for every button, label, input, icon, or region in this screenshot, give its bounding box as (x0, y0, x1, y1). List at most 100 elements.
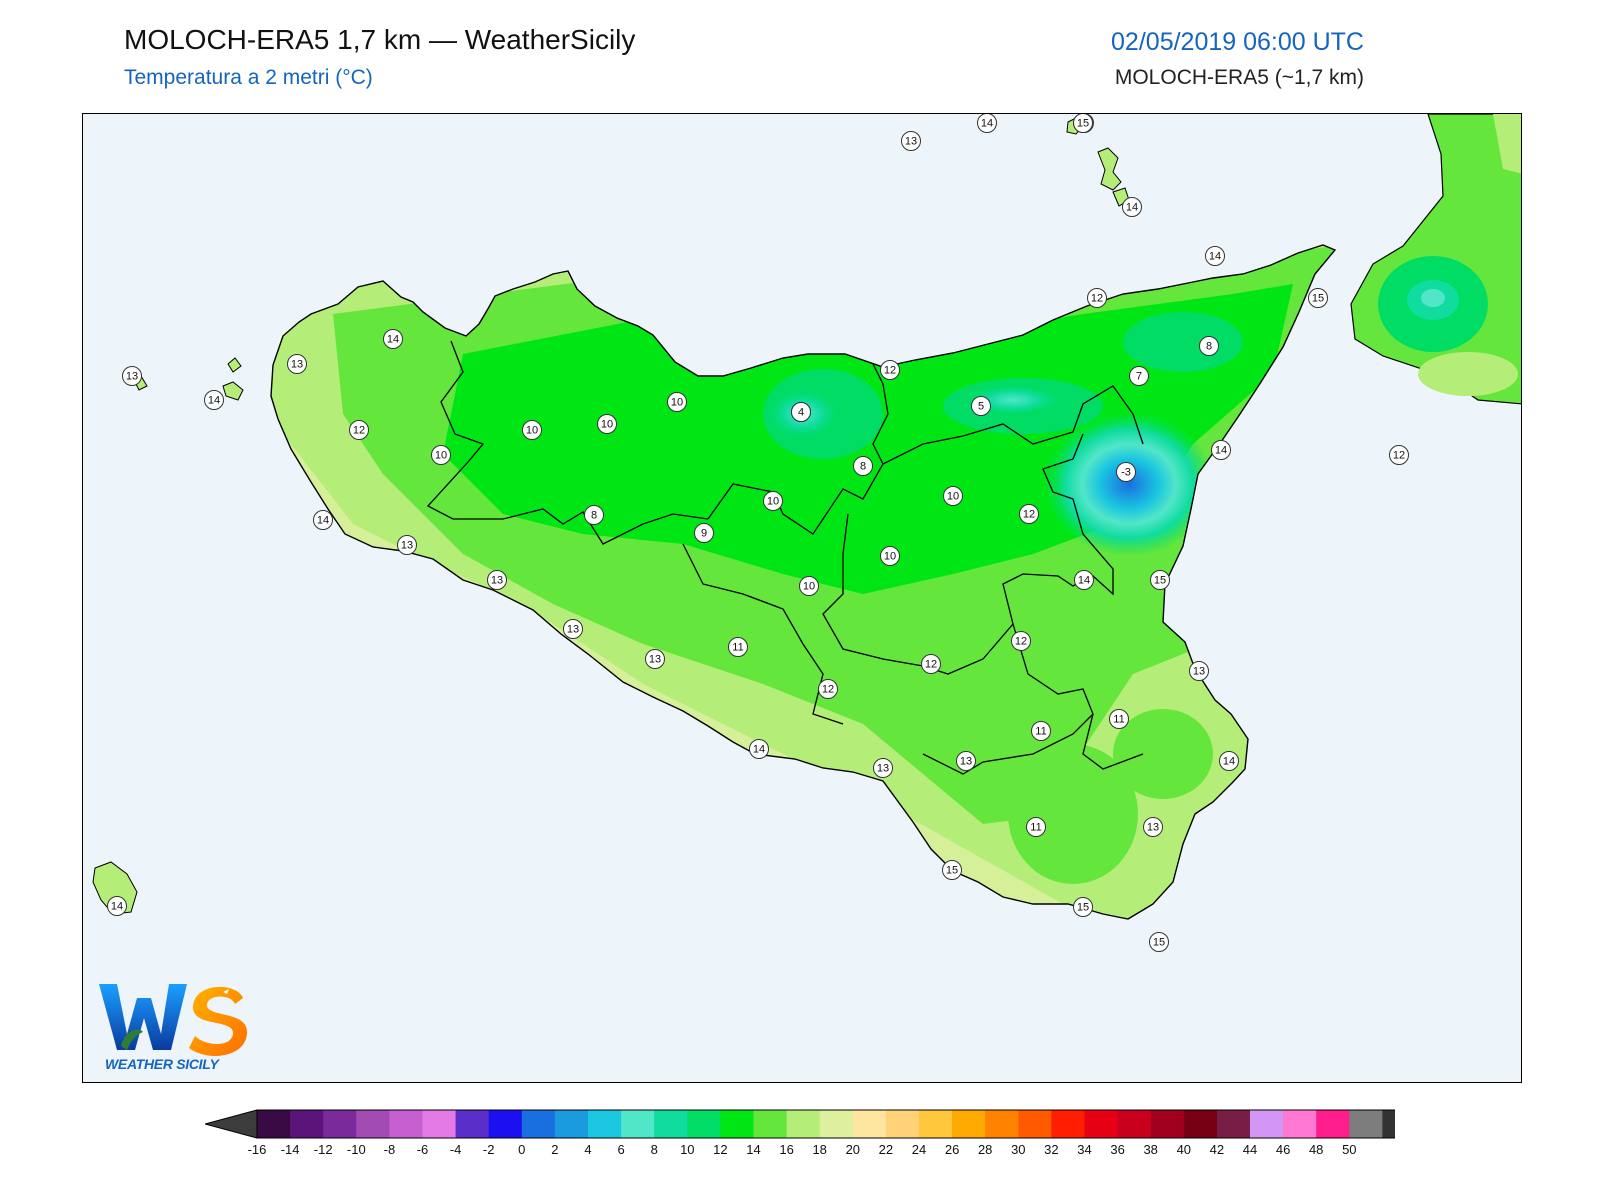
temperature-map[interactable]: 13 14 13 14 14 12 15 12 8 7 4 5 12 14 -3 13 15 13 14 13 14 12… (82, 113, 1522, 1083)
colorbar-tick-label: 46 (1276, 1142, 1290, 1157)
colorbar-tick-label: 10 (680, 1142, 694, 1157)
colorbar-tick-label: 44 (1243, 1142, 1257, 1157)
temperature-label-circle (122, 366, 142, 386)
temperature-label-circle (1031, 721, 1051, 741)
temperature-label-circle (763, 491, 783, 511)
temperature-label-value: 4 (798, 407, 804, 419)
temperature-label-value: 14 (208, 395, 220, 407)
colorbar-swatch (720, 1110, 754, 1138)
temperature-label-value: 15 (1077, 118, 1089, 130)
temperature-label-value: 15 (1154, 575, 1166, 587)
colorbar-swatch (356, 1110, 390, 1138)
temperature-label-circle (597, 414, 617, 434)
colorbar-swatch (687, 1110, 721, 1138)
temperature-label-value: 14 (753, 744, 765, 756)
temperature-label-value: 13 (905, 136, 917, 148)
colorbar-swatch (488, 1110, 523, 1138)
temperature-label: 14 (1122, 197, 1142, 217)
colorbar-swatch (1250, 1110, 1284, 1138)
temperature-label-value: 13 (126, 371, 138, 383)
temperature-label: 12 (818, 679, 838, 699)
colorbar-swatch (554, 1110, 589, 1138)
pantelleria-island (92, 861, 138, 915)
temperature-label-circle (431, 445, 451, 465)
temperature-label-value: 14 (387, 334, 399, 346)
temperature-label-circle (1219, 751, 1239, 771)
temperature-label-circle (584, 505, 604, 525)
temperature-label-circle (1122, 197, 1142, 217)
temperature-label: 15 (1073, 114, 1093, 133)
colorbar-swatch (455, 1110, 490, 1138)
colorbar-tick-label: -10 (347, 1142, 366, 1157)
colorbar-tick-label: 40 (1177, 1142, 1191, 1157)
temperature-label-value: 13 (877, 763, 889, 775)
temperature-label-circle (1389, 445, 1409, 465)
temperature-label-circle (383, 329, 403, 349)
colorbar-swatch (257, 1110, 291, 1138)
temperature-label-circle (956, 751, 976, 771)
egadi-islands (132, 357, 244, 401)
province-boundaries (426, 340, 1144, 775)
temperature-label-circle (349, 420, 369, 440)
colorbar-tick-label: 16 (779, 1142, 793, 1157)
colorbar-tick-label: 8 (651, 1142, 658, 1157)
colorbar-frame (256, 1109, 1395, 1139)
temperature-label-circle (397, 535, 417, 555)
colorbar-swatch (521, 1110, 556, 1138)
temperature-label-value: 14 (1078, 575, 1090, 587)
temperature-label-circle (971, 396, 991, 416)
temperature-label-value: 7 (1136, 371, 1142, 383)
weathersicily-logo: WEATHER SICILY (97, 976, 257, 1076)
temperature-label-value: 10 (526, 425, 538, 437)
temperature-label-value: 14 (111, 901, 123, 913)
colorbar-swatch (1216, 1110, 1251, 1138)
temperature-label: 12 (880, 360, 900, 380)
temperature-labels: 13 14 13 14 14 12 15 12 8 7 4 5 12 14 -3 13 15 13 14 13 14 12… (107, 114, 1409, 952)
colorbar-tick-label: 34 (1077, 1142, 1091, 1157)
temperature-label: 5 (971, 396, 991, 416)
temperature-label-circle (1189, 661, 1209, 681)
temperature-label: 10 (431, 445, 451, 465)
temperature-label: 10 (880, 546, 900, 566)
temperature-label-value: 12 (925, 659, 937, 671)
temperature-label-value: 8 (591, 510, 597, 522)
temperature-label-value: 5 (978, 401, 984, 413)
temperature-label-circle (791, 402, 811, 422)
temperature-label-circle (1073, 114, 1093, 133)
colorbar-swatch (952, 1110, 986, 1138)
temperature-label: 14 (1205, 246, 1225, 266)
colorbar-swatch (1382, 1110, 1395, 1138)
temperature-label-circle (818, 679, 838, 699)
colorbar-tick-label: 12 (713, 1142, 727, 1157)
temperature-label: 7 (1129, 366, 1149, 386)
temperature-label: 14 (749, 739, 769, 759)
colorbar-tick-label: -2 (483, 1142, 495, 1157)
colorbar-swatch (885, 1110, 920, 1138)
colorbar-swatch (786, 1110, 821, 1138)
temperature-label-value: 10 (884, 551, 896, 563)
ws-logo-mark (99, 984, 247, 1056)
temperature-label-circle (107, 896, 127, 916)
temperature-label-value: 10 (435, 450, 447, 462)
temperature-label: 14 (107, 896, 127, 916)
temperature-label-circle (1150, 570, 1170, 590)
colorbar-tick-label: 26 (945, 1142, 959, 1157)
temperature-label-value: 15 (1312, 293, 1324, 305)
temperature-label-value: 12 (1091, 293, 1103, 305)
temperature-label-circle (901, 131, 921, 151)
temperature-label-circle (1087, 288, 1107, 308)
temperature-label-value: 14 (1215, 445, 1227, 457)
colorbar-swatch (1117, 1110, 1152, 1138)
temperature-label-circle (853, 456, 873, 476)
temperature-label-value: 8 (1206, 341, 1212, 353)
colorbar-tick-label: 24 (912, 1142, 926, 1157)
temperature-label-value: 10 (803, 581, 815, 593)
temperature-label: 13 (1143, 817, 1163, 837)
colorbar-tick-label: 32 (1044, 1142, 1058, 1157)
temperature-label-circle (1205, 246, 1225, 266)
colorbar-swatch (753, 1110, 788, 1138)
temperature-label-value: 10 (601, 419, 613, 431)
colorbar-swatch (985, 1110, 1019, 1138)
temperature-label: 11 (728, 637, 748, 657)
colorbar-swatch (1150, 1110, 1185, 1138)
